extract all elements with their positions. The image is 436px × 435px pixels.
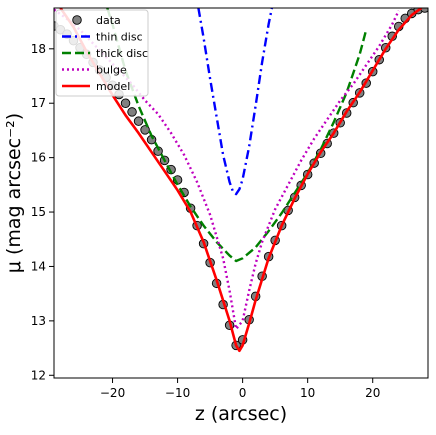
data-point-13 (133, 116, 144, 126)
legend-label-thin-disc: thin disc (96, 31, 143, 44)
legend-label-data: data (96, 14, 121, 27)
y-tick-label-5: 17 (31, 96, 46, 110)
legend-label-bulge: bulge (96, 64, 127, 77)
legend-marker-data (72, 15, 82, 25)
data-point-12 (127, 107, 137, 117)
x-tick-label-2: 0 (239, 386, 247, 400)
thin-disc-line (197, 8, 274, 196)
data-point-11 (120, 98, 131, 108)
y-tick-label-1: 13 (31, 314, 46, 328)
legend-label-model: model (96, 80, 130, 93)
model-line (59, 8, 423, 353)
x-tick-label-3: 10 (300, 386, 315, 400)
y-tick-label-0: 12 (31, 368, 46, 382)
legend-box (55, 9, 149, 97)
data-point-14 (140, 125, 150, 135)
thick-disc-line (106, 8, 368, 263)
plot-frame (53, 7, 429, 379)
y-tick-label-3: 15 (31, 205, 46, 219)
x-tick-label-1: −10 (165, 386, 190, 400)
axes-layer: −20 −10 0 10 20 12 13 14 15 16 17 18 (31, 42, 381, 400)
y-tick-label-6: 18 (31, 42, 46, 56)
legend: data thin disc thick disc bulge model (55, 9, 149, 97)
y-tick-label-2: 14 (31, 259, 46, 273)
y-axis-label: μ (mag arcsec⁻²) (3, 113, 25, 273)
x-tick-label-0: −20 (100, 386, 125, 400)
x-axis-label: z (arcsec) (195, 403, 287, 425)
data-point-57 (419, 8, 428, 13)
x-tick-label-4: 20 (365, 386, 380, 400)
legend-label-thick-disc: thick disc (96, 47, 148, 60)
y-tick-label-4: 16 (31, 151, 46, 165)
